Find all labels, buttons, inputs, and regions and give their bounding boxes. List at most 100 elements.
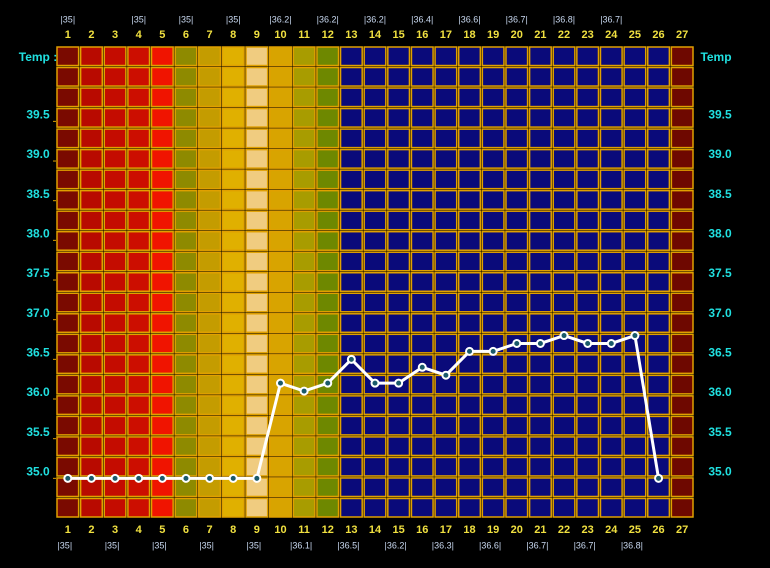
point [512,338,522,348]
cell [56,251,80,272]
cell [245,415,269,436]
cell [150,374,174,395]
cell [434,497,458,518]
cell [646,189,671,210]
cell [434,169,458,190]
y-tick-label-right: 35.0 [708,465,732,479]
cell [599,292,623,313]
cell [150,313,174,334]
cell [552,128,576,149]
x-tick-label: 7 [207,524,213,536]
cell [363,333,387,354]
cell [221,271,245,293]
cell [198,271,222,293]
cell [552,230,576,251]
x-tick-label-top: 10 [274,29,286,41]
cell [245,189,269,210]
cell [268,292,293,313]
cell [505,354,529,375]
cell [387,148,411,169]
cell [198,210,222,231]
cell [599,66,623,87]
cell [316,251,340,272]
cell [434,333,458,354]
cell [79,436,104,457]
cell [670,271,694,293]
cell [150,230,174,251]
bottom-label: |36.5| [337,540,359,550]
cell [434,46,458,67]
cell [127,313,151,334]
y-tick-label-right: 37.5 [708,266,732,280]
cell [127,128,151,149]
cell [528,292,552,313]
cell [268,128,293,149]
cell [174,415,198,436]
cell [127,66,151,87]
cell [363,169,387,190]
cell [552,415,576,436]
cell [599,497,623,518]
cell [292,395,316,416]
cell [457,292,482,313]
cell [103,415,127,436]
cell [339,436,363,457]
cell [670,66,694,87]
point [134,473,144,483]
cell [481,128,505,149]
cell [174,374,198,395]
cell [528,169,552,190]
cell [292,271,316,293]
cell [56,497,80,518]
cell [339,456,363,477]
y-tick-label-right: 36.5 [708,346,732,360]
cell [363,128,387,149]
cell [56,169,80,190]
cell [198,107,222,128]
cell [316,230,340,251]
cell [646,230,671,251]
cell [268,251,293,272]
cell [292,313,316,334]
cell [528,107,552,128]
cell [505,292,529,313]
cell [599,87,623,108]
cell [245,107,269,128]
y-tick-label: 39.0 [26,147,50,161]
top-label: |36.2| [364,14,386,24]
cell [552,271,576,293]
point [299,386,309,396]
cell [79,313,104,334]
x-tick-label-top: 9 [254,29,260,41]
cell [599,230,623,251]
cell [127,210,151,231]
cell [646,333,671,354]
cell [150,148,174,169]
cell [552,497,576,518]
cell [505,415,529,436]
cell [103,374,127,395]
cell [387,395,411,416]
bottom-label: |35| [247,540,262,550]
cell [505,230,529,251]
cell [387,128,411,149]
cell [150,107,174,128]
cell [127,292,151,313]
y-tick-label: 38.0 [26,227,50,241]
cell [434,456,458,477]
top-label: |36.2| [269,14,291,24]
cell [245,169,269,190]
cell [174,395,198,416]
cell [198,333,222,354]
cell [56,292,80,313]
bottom-label: |36.3| [432,540,454,550]
cell [316,333,340,354]
cell [576,189,600,210]
cell [576,210,600,231]
top-label: |36.2| [317,14,339,24]
bottom-label: |36.7| [574,540,596,550]
cell [103,354,127,375]
cell [387,210,411,231]
cell [221,374,245,395]
cell [576,436,600,457]
